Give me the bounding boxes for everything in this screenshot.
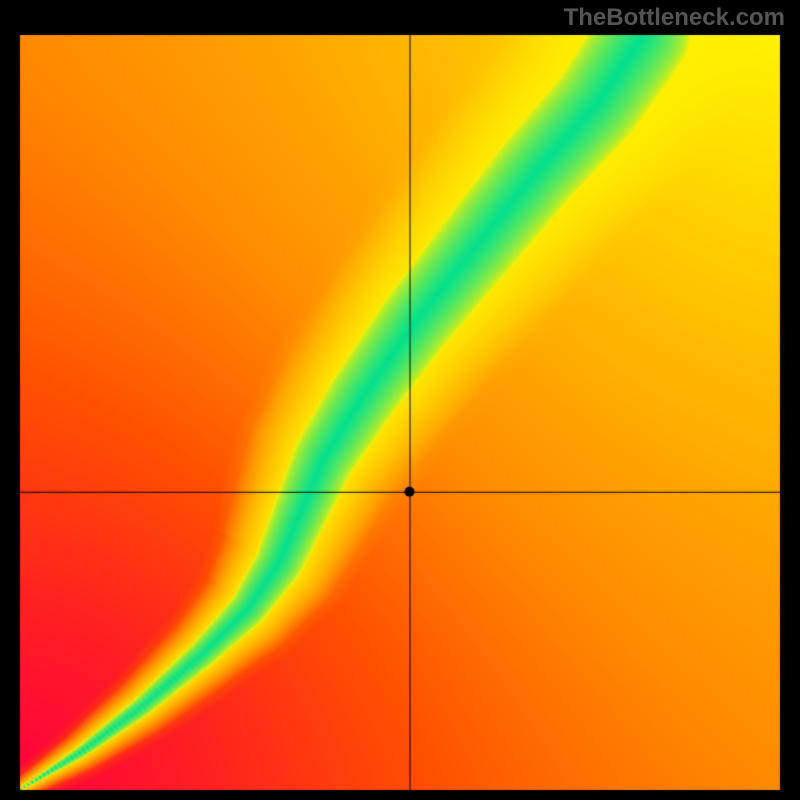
- heatmap-canvas: [0, 0, 800, 800]
- figure-container: TheBottleneck.com: [0, 0, 800, 800]
- watermark-text: TheBottleneck.com: [564, 4, 785, 32]
